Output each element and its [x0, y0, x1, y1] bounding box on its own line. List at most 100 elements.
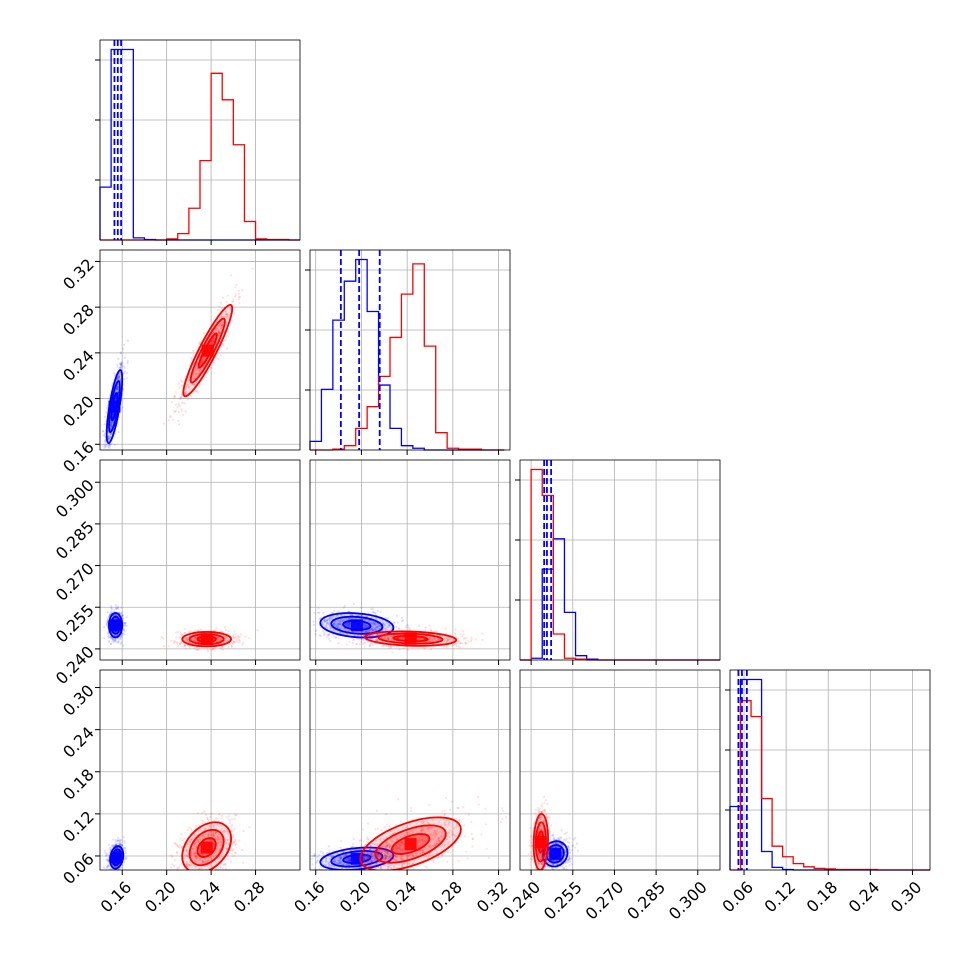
sample-point: [120, 361, 123, 364]
sample-point: [117, 431, 120, 434]
sample-point: [196, 812, 199, 815]
sample-point: [110, 606, 113, 609]
sample-point: [174, 410, 177, 413]
sample-point: [330, 611, 333, 614]
sample-point: [196, 857, 199, 860]
sample-point: [199, 368, 202, 372]
sample-point: [102, 444, 105, 447]
sample-point: [216, 635, 219, 639]
sample-point: [192, 353, 195, 356]
sample-point: [207, 832, 210, 836]
sample-point: [219, 841, 223, 844]
sample-point: [369, 644, 372, 647]
sample-point: [106, 634, 110, 637]
sample-point: [384, 635, 387, 638]
sample-point: [232, 833, 235, 836]
sample-point: [180, 641, 183, 644]
sample-point: [202, 356, 205, 359]
sample-point: [231, 835, 234, 838]
sample-point: [114, 613, 117, 617]
sample-point: [221, 343, 225, 346]
sample-point: [104, 852, 107, 855]
sample-point: [194, 369, 197, 372]
sample-point: [339, 620, 343, 623]
sample-point: [332, 615, 336, 618]
sample-point: [231, 849, 234, 852]
sample-point: [218, 646, 222, 649]
sample-point: [225, 816, 228, 819]
sample-point: [106, 854, 110, 857]
sample-point: [233, 633, 236, 636]
sample-point: [117, 388, 120, 391]
sample-point: [199, 838, 202, 841]
sample-point: [187, 640, 190, 643]
sample-point: [329, 627, 332, 630]
sample-point: [219, 354, 222, 357]
sample-point: [181, 413, 185, 417]
sample-point: [202, 360, 205, 363]
sample-point: [443, 645, 446, 648]
sample-point: [301, 634, 303, 636]
sample-point: [213, 330, 217, 334]
sample-point: [188, 646, 191, 649]
sample-point: [327, 633, 330, 636]
sample-point: [189, 827, 192, 830]
sample-point: [339, 631, 342, 634]
sample-point: [203, 835, 206, 839]
sample-point: [208, 815, 212, 819]
sample-point: [185, 639, 188, 642]
sample-point: [110, 421, 113, 424]
sample-point: [395, 645, 399, 648]
sample-point: [218, 848, 221, 851]
sample-point: [376, 634, 379, 637]
sample-point: [113, 639, 116, 642]
sample-point: [172, 410, 175, 413]
joint-panel-1: [95, 249, 301, 465]
sample-point: [424, 626, 427, 629]
sample-point: [313, 611, 316, 614]
sample-point: [105, 858, 108, 861]
sample-point: [197, 859, 200, 862]
sample-point: [201, 361, 204, 364]
sample-point: [200, 361, 203, 364]
sample-point: [108, 434, 111, 438]
sample-point: [217, 357, 220, 361]
sample-point: [95, 463, 97, 465]
sample-point: [103, 452, 105, 454]
sample-point: [103, 423, 106, 426]
sample-point: [122, 836, 125, 839]
sample-point: [392, 621, 395, 625]
sample-point: [337, 642, 340, 645]
sample-point: [105, 406, 109, 410]
sample-point: [220, 827, 223, 831]
sample-point: [109, 424, 112, 427]
sample-point: [197, 839, 200, 842]
sample-point: [110, 642, 113, 646]
sample-point: [233, 630, 236, 633]
sample-point: [123, 624, 126, 627]
sample-point: [372, 629, 375, 632]
sample-point: [232, 841, 236, 844]
sample-point: [351, 641, 354, 644]
sample-point: [244, 635, 247, 638]
sample-point: [196, 368, 199, 371]
sample-point: [122, 839, 126, 842]
sample-point: [462, 633, 465, 636]
sample-point: [118, 640, 121, 643]
sample-point: [360, 606, 363, 609]
sample-point: [230, 852, 233, 855]
sample-point: [110, 451, 112, 453]
sample-point: [186, 644, 189, 647]
sample-point: [334, 620, 337, 624]
sample-point: [203, 857, 206, 860]
sample-point: [111, 640, 114, 643]
sample-point: [224, 310, 227, 313]
sample-point: [202, 332, 205, 335]
sample-point: [118, 377, 121, 380]
sample-point: [185, 862, 188, 865]
sample-point: [110, 425, 113, 428]
sample-point: [328, 637, 331, 640]
sample-point: [214, 831, 217, 834]
sample-point: [406, 648, 410, 652]
sample-point: [188, 863, 191, 867]
